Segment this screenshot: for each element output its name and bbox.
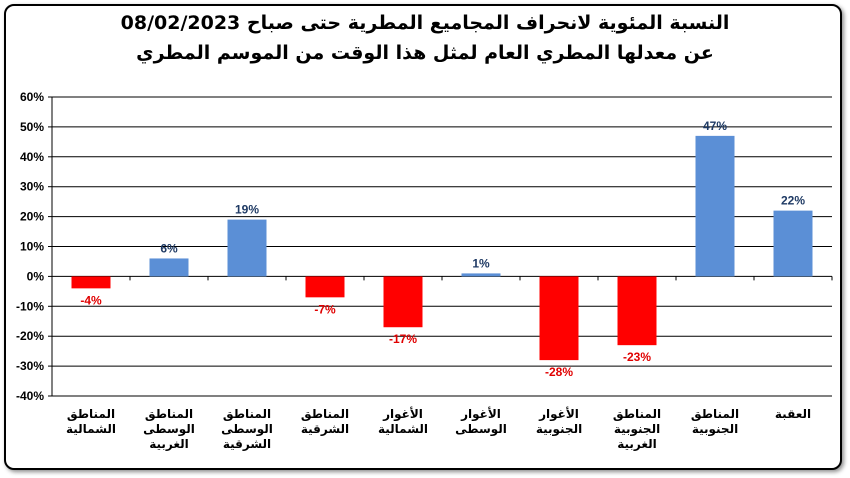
x-category-label: المناطق [613, 407, 661, 421]
y-tick-label: -10% [16, 299, 44, 313]
y-tick-label: 60% [20, 90, 44, 104]
x-category-label: الوسطى [221, 422, 273, 437]
x-category-label: الأغوار [538, 406, 579, 422]
x-category-label: الأغوار [460, 406, 501, 422]
y-tick-label: 10% [20, 240, 44, 254]
y-tick-label: 30% [20, 180, 44, 194]
x-category-label: المناطق [223, 407, 271, 421]
x-category-label: الشرقية [223, 437, 271, 451]
bar [227, 219, 267, 277]
data-label: -17% [389, 332, 417, 346]
y-tick-label: 50% [20, 120, 44, 134]
y-tick-label: -30% [16, 359, 44, 373]
x-category-label: العقبة [775, 407, 811, 421]
bar [539, 276, 579, 361]
y-tick-label: -40% [16, 389, 44, 403]
data-label: -23% [623, 350, 651, 364]
bar [71, 276, 111, 289]
bar [773, 210, 813, 277]
bar [305, 276, 345, 298]
x-category-label: الغربية [617, 437, 657, 451]
x-category-label: الجنوبية [614, 422, 660, 437]
x-category-label: الأغوار [382, 406, 423, 422]
y-tick-label: -20% [16, 329, 44, 343]
x-category-label: المناطق [301, 407, 349, 421]
x-category-label: الشمالية [66, 422, 116, 436]
x-category-label: الشرقية [301, 422, 349, 436]
x-category-label: المناطق [691, 407, 739, 421]
bar [461, 273, 501, 277]
x-category-label: الغربية [149, 437, 189, 451]
data-label: 47% [703, 119, 727, 133]
x-category-label: الجنوبية [536, 422, 582, 437]
bar [695, 135, 735, 277]
x-category-label: الوسطى [455, 422, 507, 437]
x-category-label: المناطق [145, 407, 193, 421]
bar [617, 276, 657, 346]
data-label: 6% [160, 241, 178, 255]
data-label: -7% [314, 302, 336, 316]
data-label: -4% [80, 293, 102, 307]
y-tick-label: 40% [20, 150, 44, 164]
chart-title-line-1: النسبة المئوية لانحراف المجاميع المطرية … [120, 12, 730, 34]
y-tick-label: 20% [20, 210, 44, 224]
data-label: 22% [781, 194, 805, 208]
chart-title-line-2: عن معدلها المطري العام لمثل هذا الوقت من… [136, 42, 714, 64]
x-category-label: المناطق [67, 407, 115, 421]
x-category-label: الشمالية [378, 422, 428, 436]
data-label: 19% [235, 203, 259, 217]
y-tick-label: 0% [27, 269, 45, 283]
data-label: 1% [472, 256, 490, 270]
bar [149, 258, 189, 277]
x-category-label: الوسطى [143, 422, 195, 437]
bar [383, 276, 423, 328]
data-label: -28% [545, 365, 573, 379]
x-category-label: الجنوبية [692, 422, 738, 437]
